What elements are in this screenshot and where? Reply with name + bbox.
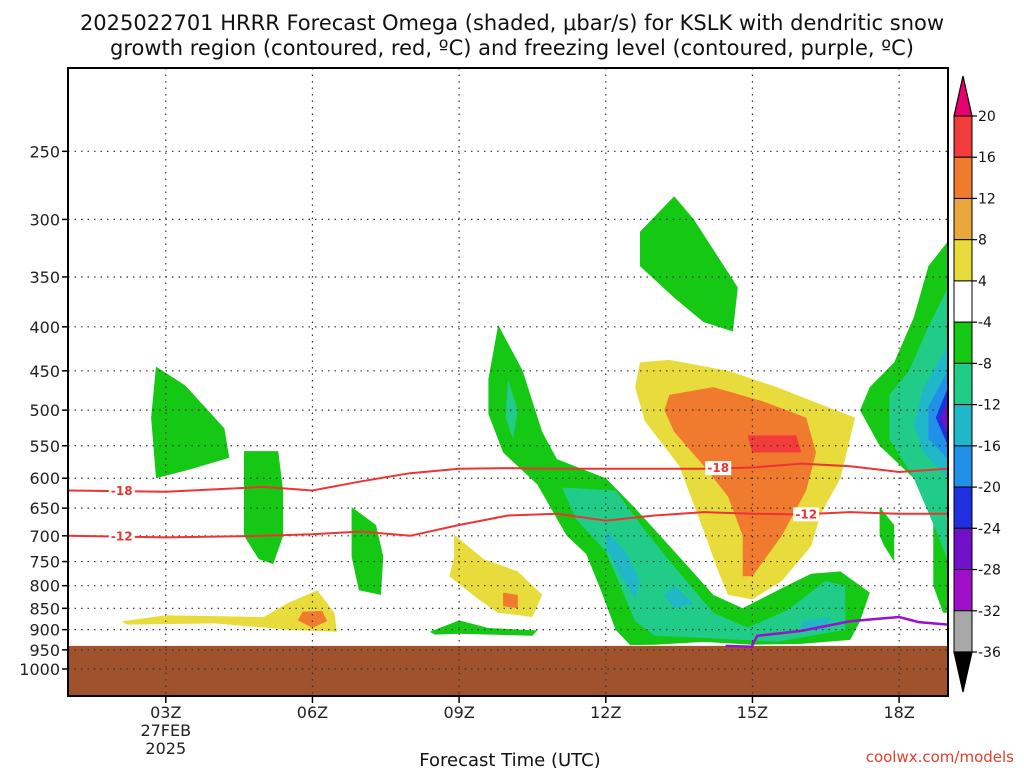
colorbar-label-0: 20 bbox=[978, 109, 996, 125]
x-tick-label-3: 12Z bbox=[590, 703, 621, 722]
y-tick-label-15: 1000 bbox=[19, 660, 60, 679]
y-tick-label-0: 250 bbox=[29, 142, 60, 161]
plot-area: -18 -18 -12 -12 250 300 350 400 450 500 550 600 650 7… bbox=[19, 67, 949, 758]
omega-region-15 bbox=[505, 379, 518, 439]
contour-label-bg-0-0 bbox=[108, 484, 135, 499]
colorbar-label-13: -36 bbox=[978, 645, 1001, 661]
y-tick-label-11: 800 bbox=[29, 577, 60, 596]
x-tick-sublabel-0-0: 27FEB bbox=[140, 721, 191, 740]
colorbar-label-7: -12 bbox=[978, 398, 1001, 414]
x-tick-label-2: 09Z bbox=[443, 703, 474, 722]
colorbar-label-3: 8 bbox=[978, 233, 987, 249]
colorbar-block-0 bbox=[953, 115, 973, 158]
colorbar-bottom-arrow bbox=[953, 651, 973, 693]
ground-terrain bbox=[68, 645, 948, 696]
x-tick-label-5: 18Z bbox=[883, 703, 914, 722]
colorbar-block-3 bbox=[953, 239, 973, 282]
colorbar-label-4: 4 bbox=[978, 274, 987, 290]
omega-region-0 bbox=[151, 366, 230, 479]
contour-label-0-1: -18 bbox=[707, 461, 729, 475]
colorbar-label-5: -4 bbox=[978, 315, 992, 331]
x-tick-label-4: 15Z bbox=[737, 703, 768, 722]
colorbar: 20 16 12 8 4 -4 -8 -12 -16 -20 -24 -28 -32 -36 bbox=[953, 75, 1001, 693]
y-tick-label-5: 500 bbox=[29, 401, 60, 420]
omega-region-17 bbox=[605, 530, 640, 600]
omega-region-12 bbox=[747, 435, 802, 453]
y-tick-label-8: 650 bbox=[29, 499, 60, 518]
y-tick-label-7: 600 bbox=[29, 469, 60, 488]
contour-label-1-0: -12 bbox=[111, 529, 133, 543]
colorbar-label-8: -16 bbox=[978, 439, 1001, 455]
y-tick-label-2: 350 bbox=[29, 268, 60, 287]
colorbar-top-arrow bbox=[953, 75, 973, 117]
plot-content: -18 -18 -12 -12 bbox=[68, 68, 948, 696]
omega-region-14 bbox=[503, 592, 518, 609]
contour-line-2 bbox=[725, 615, 948, 648]
contour-label-1-1: -12 bbox=[795, 507, 817, 521]
contour-label-bg-1-0 bbox=[108, 529, 135, 544]
omega-region-11 bbox=[664, 387, 816, 577]
colorbar-block-12 bbox=[953, 610, 973, 653]
colorbar-label-1: 16 bbox=[978, 150, 996, 166]
colorbar-block-5 bbox=[953, 321, 973, 364]
contour-label-bg-0-1 bbox=[705, 461, 732, 476]
y-tick-label-4: 450 bbox=[29, 362, 60, 381]
colorbar-label-12: -32 bbox=[978, 604, 1001, 620]
chart-title-line-1: 2025022701 HRRR Forecast Omega (shaded, … bbox=[80, 11, 944, 35]
colorbar-block-11 bbox=[953, 569, 973, 612]
y-tick-label-12: 850 bbox=[29, 599, 60, 618]
colorbar-block-2 bbox=[953, 197, 973, 241]
omega-region-5 bbox=[640, 196, 738, 332]
y-tick-label-6: 550 bbox=[29, 437, 60, 456]
colorbar-label-9: -20 bbox=[978, 480, 1001, 496]
y-tick-label-14: 950 bbox=[29, 641, 60, 660]
contour-label-bg-1-1 bbox=[793, 507, 820, 522]
chart-title-line-2: growth region (contoured, red, ºC) and f… bbox=[110, 36, 914, 60]
y-tick-label-9: 700 bbox=[29, 527, 60, 546]
colorbar-label-11: -28 bbox=[978, 563, 1001, 579]
colorbar-block-6 bbox=[953, 362, 973, 406]
colorbar-label-10: -24 bbox=[978, 521, 1001, 537]
x-tick-label-1: 06Z bbox=[297, 703, 328, 722]
colorbar-label-6: -8 bbox=[978, 356, 992, 372]
omega-region-2 bbox=[351, 507, 384, 595]
omega-region-16 bbox=[561, 487, 846, 642]
omega-region-13 bbox=[297, 610, 328, 628]
x-tick-label-0: 03Z bbox=[150, 703, 181, 722]
colorbar-block-10 bbox=[953, 527, 973, 571]
omega-region-24 bbox=[940, 398, 948, 436]
omega-region-8 bbox=[121, 590, 337, 632]
y-tick-label-1: 300 bbox=[29, 210, 60, 229]
omega-region-18 bbox=[664, 585, 694, 609]
credit-text: coolwx.com/models bbox=[866, 748, 1014, 766]
colorbar-block-7 bbox=[953, 404, 973, 447]
colorbar-block-9 bbox=[953, 486, 973, 529]
omega-region-7 bbox=[879, 507, 895, 562]
x-tick-sublabel-0-1: 2025 bbox=[145, 739, 186, 758]
contour-label-0-0: -18 bbox=[111, 484, 133, 498]
colorbar-block-4 bbox=[953, 280, 973, 323]
contour-line-0 bbox=[68, 462, 948, 493]
plot-frame bbox=[67, 67, 949, 697]
y-tick-label-3: 400 bbox=[29, 318, 60, 337]
y-tick-label-13: 900 bbox=[29, 621, 60, 640]
colorbar-block-1 bbox=[953, 156, 973, 199]
x-axis-title: Forecast Time (UTC) bbox=[419, 750, 600, 768]
omega-region-9 bbox=[449, 534, 543, 617]
y-tick-label-10: 750 bbox=[29, 553, 60, 572]
omega-region-3 bbox=[429, 620, 538, 636]
colorbar-block-8 bbox=[953, 445, 973, 488]
colorbar-label-2: 12 bbox=[978, 191, 996, 207]
